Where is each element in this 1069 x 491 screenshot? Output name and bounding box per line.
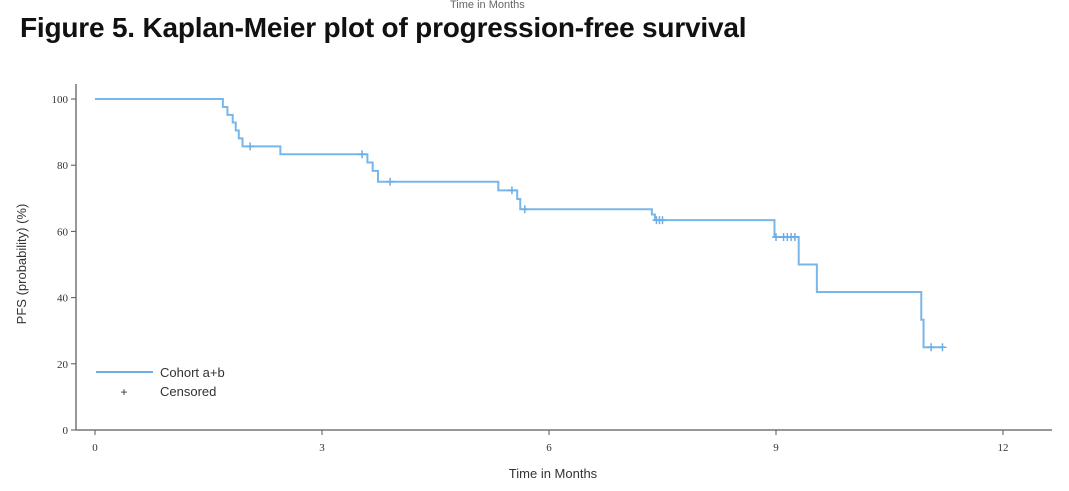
- y-axis-label: PFS (probability) (%): [14, 204, 29, 325]
- y-tick-label: 40: [57, 293, 69, 305]
- x-tick-label: 0: [92, 442, 98, 454]
- legend: Cohort a+b + Censored: [96, 365, 225, 399]
- x-tick-label: 3: [319, 442, 325, 454]
- y-tick-label: 100: [52, 94, 69, 106]
- x-tick-label: 6: [546, 442, 552, 454]
- censored-marker: [938, 343, 947, 352]
- x-tick-label: 9: [773, 442, 779, 454]
- censored-marker: [520, 205, 529, 214]
- censored-marker: [790, 233, 799, 242]
- y-tick-label: 60: [57, 226, 69, 238]
- cropped-axis-label: Time in Months: [450, 0, 525, 11]
- censored-marker: [927, 343, 936, 352]
- legend-plus-marker: +: [120, 385, 127, 399]
- figure-title: Figure 5. Kaplan-Meier plot of progressi…: [20, 12, 747, 43]
- y-tick-label: 80: [57, 160, 69, 172]
- legend-label-cohort: Cohort a+b: [160, 365, 225, 380]
- x-axis-label: Time in Months: [509, 466, 598, 481]
- censored-marker: [658, 216, 667, 225]
- censored-marker: [772, 233, 780, 242]
- censored-marker: [246, 142, 255, 151]
- legend-label-censored: Censored: [160, 384, 216, 399]
- censored-marker: [358, 150, 367, 159]
- y-tick-label: 0: [63, 425, 69, 437]
- censored-marker: [507, 186, 516, 195]
- y-tick-label: 20: [57, 359, 69, 371]
- censored-marker: [386, 177, 395, 186]
- survival-curve: [95, 98, 943, 349]
- x-tick-label: 12: [998, 442, 1009, 454]
